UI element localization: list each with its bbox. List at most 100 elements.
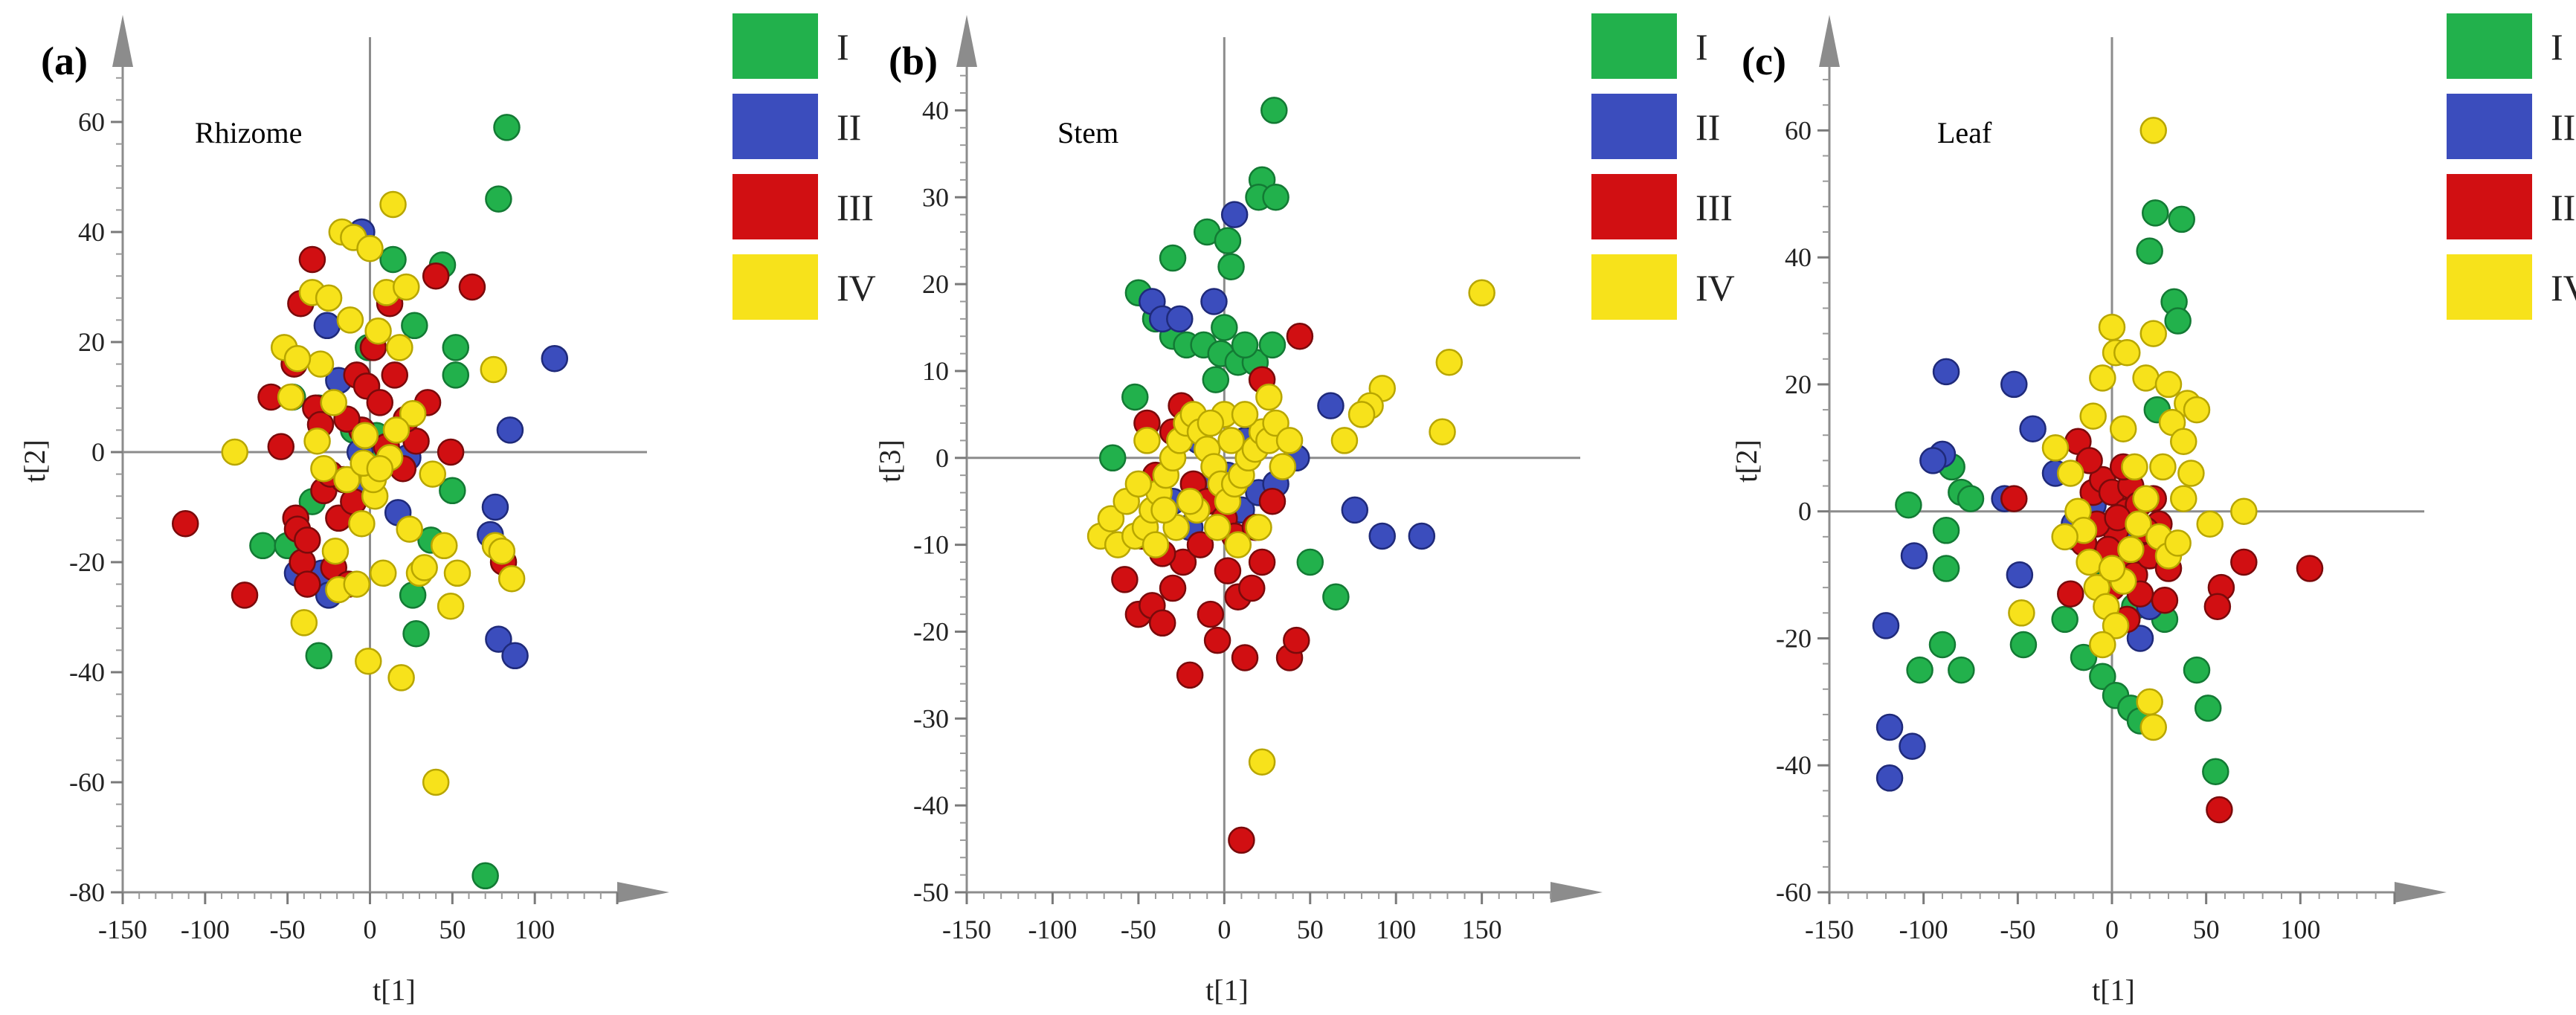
panel-a-point-group-IV <box>333 465 361 494</box>
panel-c-point-group-IV <box>2089 364 2116 392</box>
panel-a-x-tick-label: -100 <box>181 915 230 944</box>
panel-a-point-group-I <box>249 532 277 560</box>
panel-c-x-tick-label: 0 <box>2105 915 2119 944</box>
panel-b-label: (b) <box>889 39 938 83</box>
panel-c-point-group-III <box>2206 796 2233 824</box>
panel-a-x-arrow-icon <box>617 882 669 903</box>
panel-c-point-group-IV <box>2102 612 2130 639</box>
panel-a-point-group-IV <box>320 389 347 416</box>
panel-a-point-group-IV <box>419 460 446 488</box>
panel-b-legend-label-IV: IV <box>1696 267 1735 309</box>
panel-a-point-group-II <box>313 312 341 340</box>
panel-b-point-group-I <box>1231 331 1259 359</box>
panel-b-x-tick-label: 0 <box>1217 915 1231 944</box>
panel-b-point-group-I <box>1211 314 1238 341</box>
panel-a-axes: -150 -100 -50 0 50 100 -80 -60 -40 -20 0 20 40 60 <box>69 15 669 944</box>
panel-c-y-tick-label: -60 <box>1776 877 1812 907</box>
panel-b-point-group-IV <box>1097 505 1125 532</box>
panel-b-point-group-IV <box>1255 383 1283 411</box>
panel-c-legend-label-IV: IV <box>2551 267 2576 309</box>
panel-c-point-group-I <box>2183 656 2211 684</box>
panel-a-point-group-I <box>442 334 470 361</box>
panel-a-x-tick-label: 50 <box>439 915 466 944</box>
panel-c-point-group-IV <box>2164 529 2192 557</box>
panel-a-legend-swatch-IV <box>732 254 818 320</box>
panel-c-point-group-IV <box>2041 434 2070 462</box>
panel-c-point-group-II <box>1872 612 1900 639</box>
panel-b-point-group-III <box>1176 661 1204 689</box>
panel-c-point-group-IV <box>2121 453 2148 481</box>
panel-a-point-group-I <box>379 245 407 274</box>
panel-a-y-tick-label: -80 <box>69 877 105 907</box>
panel-c-point-group-IV <box>2109 415 2137 442</box>
panel-a-point-group-III <box>171 509 199 538</box>
panel-c-point-group-IV <box>2132 485 2160 512</box>
panel-c-point-group-IV <box>2177 460 2205 487</box>
panel-c-point-group-IV <box>2008 599 2035 627</box>
panel-c-point-group-IV <box>2170 428 2197 456</box>
panel-b-legend-swatch-II <box>1591 94 1677 159</box>
panel-a-point-group-I <box>442 361 470 389</box>
panel-a-x-tick-label: -150 <box>98 915 147 944</box>
panel-a-label: (a) <box>41 39 88 83</box>
panel-c-legend-swatch-II <box>2447 94 2532 159</box>
panel-b-point-group-IV <box>1248 748 1276 776</box>
panel-b-point-group-IV <box>1176 487 1204 515</box>
panel-b-point-group-III <box>1203 626 1231 654</box>
panel-a-point-group-II <box>481 493 509 521</box>
panel-a-point-group-IV <box>366 454 394 483</box>
panel-a-point-group-IV <box>498 564 526 593</box>
panel-b-x-tick-label: 150 <box>1462 915 1502 944</box>
panel-c-point-group-I <box>2142 199 2169 227</box>
panel-a-y-arrow-icon <box>112 15 133 67</box>
panel-b-stem: (b) Stem t[1] t[3] -150 -100 -50 0 50 100 150-… <box>873 13 1735 1007</box>
panel-a-x-tick-label: 0 <box>364 915 377 944</box>
panel-b-point-group-III <box>1248 548 1276 576</box>
panel-a-y-tick-label: -20 <box>69 547 105 577</box>
panel-b-y-tick-label: -20 <box>913 616 949 646</box>
panel-c-point-group-I <box>1948 656 1975 684</box>
panel-a-point-group-I <box>401 312 428 340</box>
panel-a-x-tick-label: -50 <box>270 915 306 944</box>
panel-b-point-group-II <box>1408 522 1436 550</box>
panel-a-point-group-IV <box>399 399 427 428</box>
panel-c-point-group-IV <box>2136 688 2163 716</box>
panel-b-point-group-I <box>1202 366 1230 393</box>
panel-c-point-group-II <box>2000 370 2028 399</box>
panel-c-point-group-II <box>1919 447 1947 474</box>
panel-b-point-group-I <box>1322 583 1350 610</box>
panel-b-point-group-II <box>1368 522 1396 550</box>
panel-a-point-group-IV <box>336 306 364 334</box>
panel-a-point-group-III <box>294 570 321 598</box>
panel-c-point-group-I <box>1932 555 1960 582</box>
panel-b-y-tick-label: 30 <box>922 182 949 212</box>
panel-b-point-group-II <box>1200 288 1228 315</box>
panel-a-point-group-IV <box>422 768 450 796</box>
panel-b-x-tick-label: 50 <box>1297 915 1324 944</box>
panel-b-point-group-IV <box>1203 514 1231 541</box>
panel-c-point-group-IV <box>2057 460 2084 487</box>
panel-b-point-group-II <box>1341 496 1369 524</box>
panel-a-point-group-IV <box>343 570 371 598</box>
panel-c-point-group-IV <box>2196 510 2224 538</box>
panel-c-point-group-III <box>2296 555 2324 582</box>
panel-a-point-group-IV <box>431 532 458 560</box>
panel-b-legend-swatch-III <box>1591 174 1677 239</box>
panel-c-point-group-I <box>2070 643 2098 671</box>
panel-a-point-group-I <box>485 185 512 213</box>
panel-a-points <box>171 114 569 890</box>
panel-c-point-group-I <box>2009 631 2038 659</box>
panel-a-point-group-IV <box>364 317 392 345</box>
panel-c-y-axis-title: t[2] <box>1730 439 1763 483</box>
panel-a-point-group-IV <box>290 609 318 637</box>
panel-a-point-group-III <box>294 526 321 554</box>
panel-a-point-group-III <box>381 361 408 389</box>
panel-b-point-group-III <box>1238 574 1266 602</box>
panel-c-point-group-II <box>1932 358 1960 386</box>
panel-c-point-group-II <box>2006 561 2034 589</box>
panel-c-x-tick-label: -50 <box>2000 915 2035 944</box>
panel-b-legend-label-III: III <box>1696 187 1733 228</box>
panel-b-x-arrow-icon <box>1551 882 1603 903</box>
panel-c-point-group-I <box>2136 237 2163 265</box>
panel-c-legend-swatch-I <box>2447 13 2532 79</box>
